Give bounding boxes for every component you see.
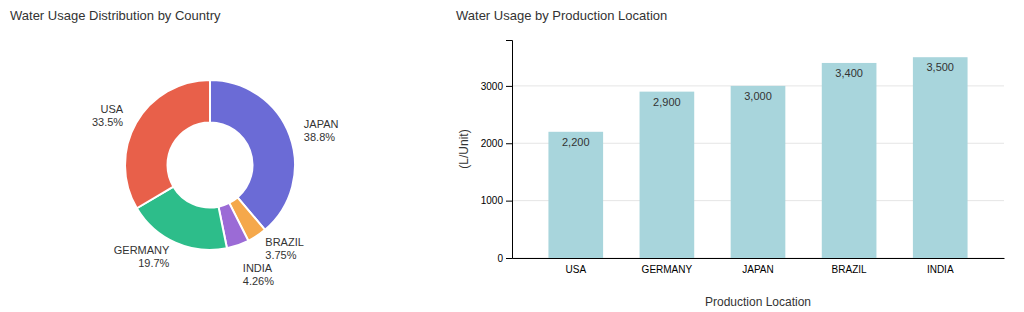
y-tick-line	[506, 201, 512, 202]
donut-chart: Water Usage Distribution by Country JAPAN…	[10, 8, 339, 287]
y-tick-label: 3000	[481, 81, 504, 92]
slice-label-name: GERMANY	[114, 244, 170, 256]
bar	[822, 63, 877, 258]
slice-label: GERMANY19.7%	[114, 244, 170, 269]
x-tick: JAPAN	[742, 258, 774, 275]
donut-slice	[125, 80, 210, 208]
y-tick: 2000	[481, 138, 512, 149]
y-tick-line	[506, 258, 512, 259]
x-tick-label: BRAZIL	[832, 264, 867, 275]
y-tick-label: 2000	[481, 138, 504, 149]
slice-label-value: 38.8%	[304, 131, 335, 143]
slice-label-name: JAPAN	[304, 118, 339, 130]
data-label: 3,000	[744, 90, 772, 102]
chart-title: Water Usage by Production Location	[456, 8, 667, 23]
chart-root: Water Usage Distribution by Country JAPAN…	[0, 0, 1024, 312]
y-tick-line	[506, 143, 512, 144]
data-label: 2,900	[653, 96, 681, 108]
y-tick: 3000	[481, 81, 512, 92]
x-axis-line	[513, 258, 1005, 259]
y-axis: 0 1000 2000 3000	[481, 41, 513, 264]
x-tick: USA	[565, 258, 586, 275]
chart-title: Water Usage Distribution by Country	[10, 8, 221, 23]
x-tick: INDIA	[927, 258, 954, 275]
x-axis-title: Production Location	[705, 295, 811, 309]
x-tick-label: INDIA	[927, 264, 954, 275]
x-tick: BRAZIL	[832, 258, 867, 275]
data-label: 3,400	[835, 67, 863, 79]
x-axis: USA GERMANY JAPAN BRAZIL INDIA	[513, 258, 1005, 275]
slice-label: USA33.5%	[92, 103, 124, 128]
data-label: 3,500	[926, 61, 954, 73]
x-tick: GERMANY	[642, 258, 693, 275]
data-label: 2,200	[562, 136, 590, 148]
x-tick-label: GERMANY	[642, 264, 693, 275]
slice-label: JAPAN38.8%	[304, 118, 339, 143]
x-tick-label: USA	[565, 264, 586, 275]
slice-label-value: 4.26%	[243, 275, 274, 287]
bar-chart: Water Usage by Production Location2,2002…	[456, 8, 1005, 309]
slice-label-value: 3.75%	[265, 249, 296, 261]
slice-label-value: 19.7%	[138, 257, 169, 269]
slice-label: BRAZIL3.75%	[265, 236, 304, 261]
y-axis-line	[506, 41, 513, 259]
slice-label-name: BRAZIL	[265, 236, 304, 248]
y-axis-title: (L/Unit)	[457, 129, 471, 168]
donut-slices	[125, 80, 295, 250]
slice-label-name: INDIA	[243, 262, 273, 274]
y-tick-line	[506, 86, 512, 87]
bar	[913, 57, 968, 258]
y-tick: 0	[497, 253, 512, 264]
data-labels: 2,200 2,900 3,000 3,400 3,500	[562, 61, 954, 148]
slice-label-value: 33.5%	[92, 116, 123, 128]
slice-label: INDIA4.26%	[243, 262, 274, 287]
x-tick-label: JAPAN	[742, 264, 774, 275]
y-tick: 1000	[481, 195, 512, 206]
donut-labels: JAPAN38.8% BRAZIL3.75%INDIA4.26% GERMANY19…	[92, 103, 339, 287]
bar	[731, 86, 786, 258]
bar	[640, 92, 695, 258]
slice-label-name: USA	[101, 103, 124, 115]
bar	[548, 132, 603, 258]
bars	[548, 57, 967, 258]
y-tick-label: 1000	[481, 195, 504, 206]
y-tick-label: 0	[497, 253, 503, 264]
